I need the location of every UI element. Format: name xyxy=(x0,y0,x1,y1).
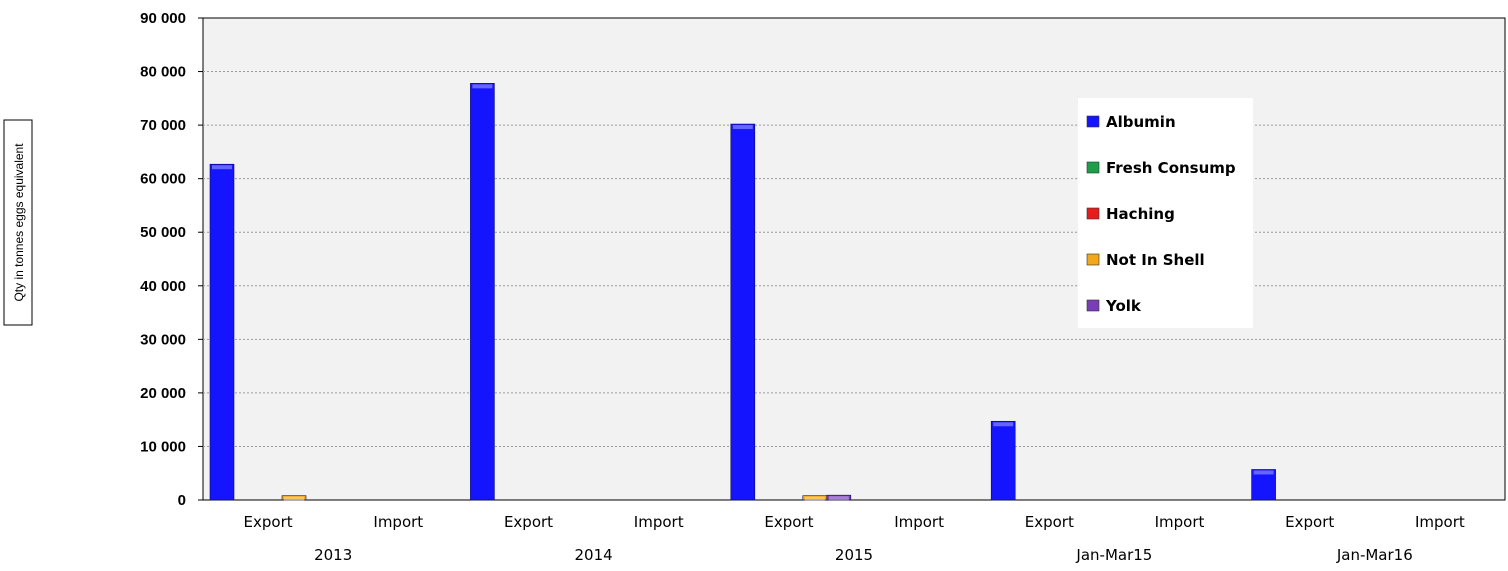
x-axis-labels: Export Import Export Import Export Import Expo… xyxy=(244,513,1465,564)
x-tick-label: Import xyxy=(1155,513,1205,531)
y-axis-label-box xyxy=(3,119,33,326)
y-tick-label: 30 000 xyxy=(140,331,186,348)
y-tick-label: 70 000 xyxy=(140,117,186,134)
y-tick-label: 50 000 xyxy=(140,224,186,241)
x-tick-label: Export xyxy=(1285,513,1334,531)
bar-highlight xyxy=(828,496,849,501)
x-tick-label: Import xyxy=(634,513,684,531)
x-group-label: Jan-Mar16 xyxy=(1336,546,1413,564)
legend-label: Albumin xyxy=(1106,113,1176,131)
y-tick-label: 0 xyxy=(178,492,186,509)
legend: Albumin Fresh Consump Haching Not In Shell Y… xyxy=(1078,98,1253,328)
x-tick-label: Import xyxy=(373,513,423,531)
bar-highlight xyxy=(732,125,753,130)
y-tick-label: 40 000 xyxy=(140,278,186,295)
legend-label: Fresh Consump xyxy=(1106,159,1236,177)
bar xyxy=(802,495,828,501)
legend-swatch xyxy=(1086,299,1100,312)
y-tick-label: 90 000 xyxy=(140,10,186,27)
bar-body xyxy=(470,83,495,501)
bar-body xyxy=(990,420,1016,501)
bars xyxy=(209,83,1276,501)
bar xyxy=(730,123,756,501)
y-tick-label: 10 000 xyxy=(140,438,186,455)
legend-box xyxy=(1078,98,1253,328)
bar-body xyxy=(730,123,756,501)
x-group-label: 2015 xyxy=(835,546,873,564)
legend-swatch xyxy=(1086,115,1100,128)
legend-swatch xyxy=(1086,207,1100,220)
legend-swatch xyxy=(1086,161,1100,174)
bar-body xyxy=(1251,469,1276,501)
x-tick-label: Export xyxy=(1025,513,1074,531)
gridlines xyxy=(203,71,1505,447)
legend-label: Haching xyxy=(1106,205,1175,223)
bar xyxy=(470,83,495,501)
legend-swatch xyxy=(1086,253,1100,266)
bar-highlight xyxy=(212,165,232,170)
legend-label: Not In Shell xyxy=(1106,251,1205,269)
x-tick-label: Export xyxy=(764,513,813,531)
y-tick-label: 80 000 xyxy=(140,64,186,81)
x-tick-label: Export xyxy=(244,513,293,531)
bar-body xyxy=(209,163,235,501)
bar xyxy=(1251,469,1276,501)
bar xyxy=(281,495,307,501)
bar-highlight xyxy=(1253,470,1274,475)
bar xyxy=(209,163,235,501)
legend-label: Yolk xyxy=(1105,297,1142,315)
bar-highlight xyxy=(804,496,825,501)
bar xyxy=(990,420,1016,501)
y-tick-label: 60 000 xyxy=(140,171,186,188)
y-tick-label: 20 000 xyxy=(140,385,186,402)
x-tick-label: Export xyxy=(504,513,553,531)
y-axis-label-group: Qty in tonnes eggs equivalent xyxy=(3,119,33,326)
x-group-label: Jan-Mar15 xyxy=(1075,546,1152,564)
bar-highlight xyxy=(284,496,304,501)
bar-body xyxy=(281,495,307,501)
x-group-label: 2013 xyxy=(314,546,352,564)
x-tick-label: Import xyxy=(1415,513,1465,531)
bar-highlight xyxy=(993,422,1014,427)
x-tick-label: Import xyxy=(894,513,944,531)
x-group-label: 2014 xyxy=(575,546,613,564)
y-axis-label: Qty in tonnes eggs equivalent xyxy=(12,143,26,302)
bar-highlight xyxy=(472,84,493,89)
plot-area xyxy=(202,17,1506,501)
y-axis-ticks: 0 10 000 20 000 30 000 40 000 50 000 60 000 70 … xyxy=(140,10,203,509)
bar-body xyxy=(826,494,852,501)
bar xyxy=(826,494,852,501)
